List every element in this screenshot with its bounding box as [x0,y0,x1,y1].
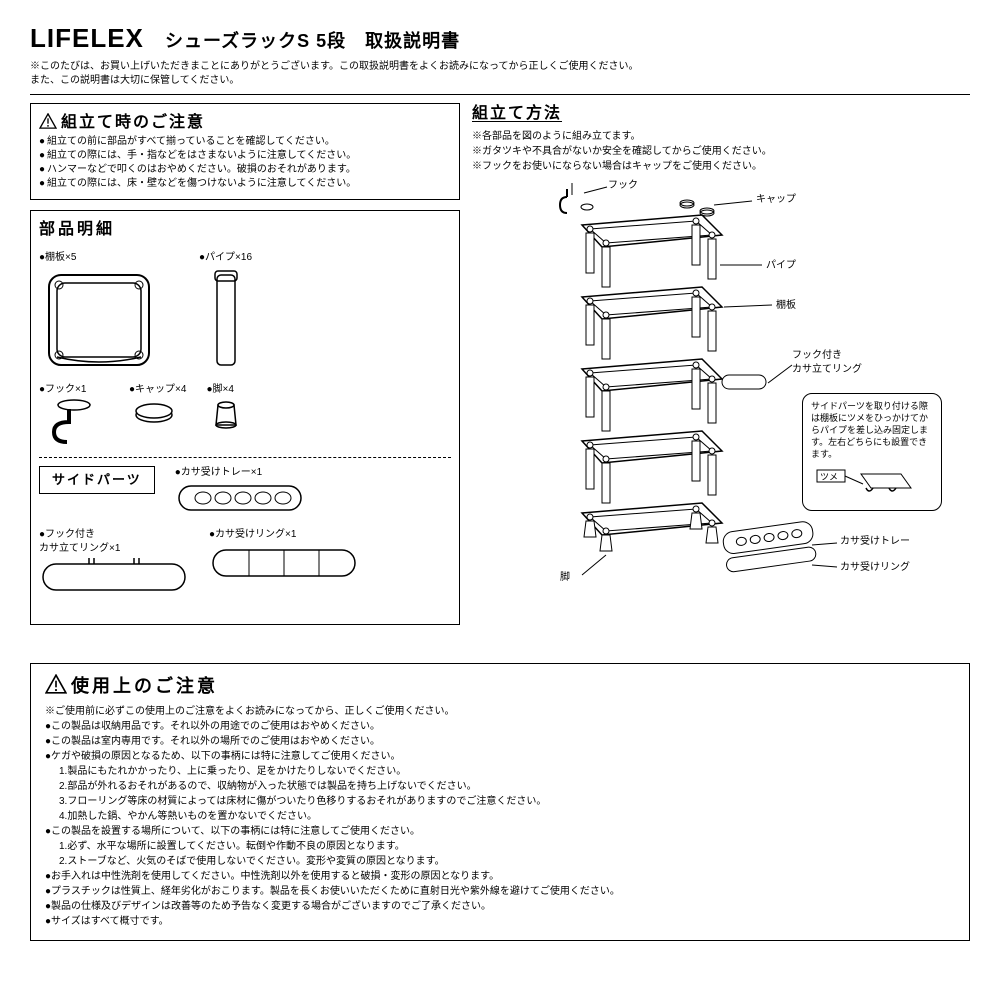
header: LIFELEX シューズラックS 5段 取扱説明書 ※このたびは、お買い上げいた… [30,20,970,95]
usage-line: この製品は室内専用です。それ以外の場所でのご使用はおやめください。 [45,735,955,749]
part-cap: キャップ×4 [129,383,186,437]
part-shelf-label: 棚板×5 [39,251,159,265]
label-ring: カサ受けリング [840,561,910,575]
part-tray-label: カサ受けトレー×1 [175,466,305,480]
usage-line: この製品は収納用品です。それ以外の用途でのご使用はおやめください。 [45,720,955,734]
part-hook-label: フック×1 [39,383,109,397]
assembly-note: ※各部品を図のように組み立てます。 [472,130,970,144]
usage-line: 2.ストーブなど、火気のそばで使用しないでください。変形や変質の原因となります。 [45,855,955,869]
part-ring-hook: フック付き カサ立てリング×1 [39,528,189,596]
usage-line: この製品を設置する場所について、以下の事柄には特に注意してご使用ください。 [45,825,955,839]
product-title: シューズラックS 5段 取扱説明書 [165,29,460,54]
svg-text:ツメ: ツメ [820,472,838,482]
brand-logo: LIFELEX [30,20,144,56]
side-install-text: サイドパーツを取り付ける際は棚板にツメをひっかけてからパイプを差し込み固定します… [811,401,928,460]
part-ring-label: カサ受けリング×1 [209,528,359,542]
label-tray: カサ受けトレー [840,535,910,549]
intro-line-1: ※このたびは、お買い上げいただきまことにありがとうございます。この取扱説明書をよ… [30,60,970,74]
tray-icon [175,480,305,518]
ring-hook-icon [39,556,189,596]
part-leg-label: 脚×4 [206,383,246,397]
usage-lead: ※ご使用前に必ずこの使用上のご注意をよくお読みになってから、正しくご使用ください… [45,705,955,719]
leg-icon [206,397,246,437]
parts-title: 部品明細 [39,219,115,241]
usage-caution-box: 使用上のご注意 ※ご使用前に必ずこの使用上のご注意をよくお読みになってから、正し… [30,663,970,941]
intro-text: ※このたびは、お買い上げいただきまことにありがとうございます。この取扱説明書をよ… [30,60,970,95]
part-shelf: 棚板×5 [39,251,159,375]
part-hook: フック×1 [39,383,109,447]
warning-icon [45,674,67,694]
ring-icon [209,542,359,582]
assembly-note: ※ガタツキや不具合がないか安全を確認してからご使用ください。 [472,145,970,159]
label-leg: 脚 [560,571,570,585]
usage-line: 1.必ず、水平な場所に設置してください。転倒や作動不良の原因となります。 [45,840,955,854]
part-ring: カサ受けリング×1 [209,528,359,596]
assembly-caution-list: 組立ての前に部品がすべて揃っていることを確認してください。 組立ての際には、手・… [39,135,451,191]
usage-line: 2.部品が外れるおそれがあるので、収納物が入った状態では製品を持ち上げないでくだ… [45,780,955,794]
usage-line: サイズはすべて概寸です。 [45,915,955,929]
part-pipe: パイプ×16 [199,251,252,375]
part-tray: カサ受けトレー×1 [175,466,305,518]
assembly-caution-title-text: 組立て時のご注意 [61,114,205,131]
part-ring-hook-label: フック付き カサ立てリング×1 [39,528,189,556]
tsume-icon: ツメ [811,464,931,504]
caution-item: 組立ての際には、床・壁などを傷つけないように注意してください。 [39,177,451,191]
cap-icon [129,397,179,437]
usage-line: お手入れは中性洗剤を使用してください。中性洗剤以外を使用すると破損・変形の原因と… [45,870,955,884]
assembly-caution-title: 組立て時のご注意 [39,112,451,134]
label-hook-ring: フック付き カサ立てリング [792,349,862,377]
usage-line: プラスチックは性質上、経年劣化がおこります。製品を長くお使いいただくために直射日… [45,885,955,899]
usage-title: 使用上のご注意 [45,674,955,699]
usage-line: ケガや破損の原因となるため、以下の事柄には特に注意してご使用ください。 [45,750,955,764]
assembly-caution-box: 組立て時のご注意 組立ての前に部品がすべて揃っていることを確認してください。 組… [30,103,460,199]
assembly-diagram: フック キャップ パイプ 棚板 フック付き カサ立てリング 脚 カサ受けトレー … [472,175,970,655]
caution-item: 組立ての前に部品がすべて揃っていることを確認してください。 [39,135,451,149]
assembly-notes: ※各部品を図のように組み立てます。 ※ガタツキや不具合がないか安全を確認してから… [472,130,970,174]
assembly-note: ※フックをお使いにならない場合はキャップをご使用ください。 [472,160,970,174]
assembly-title: 組立て方法 [472,103,970,125]
usage-line: 1.製品にもたれかかったり、上に乗ったり、足をかけたりしないでください。 [45,765,955,779]
label-cap: キャップ [756,193,796,207]
warning-icon [39,113,57,129]
intro-line-2: また、この説明書は大切に保管してください。 [30,74,970,88]
label-shelf: 棚板 [776,299,796,313]
side-parts-label: サイドパーツ [39,466,155,494]
usage-line: 4.加熱した鍋、やかん等熱いものを置かないでください。 [45,810,955,824]
parts-box: 部品明細 棚板×5 パイプ×16 [30,210,460,625]
usage-line: 製品の仕様及びデザインは改善等のため予告なく変更する場合がございますのでご了承く… [45,900,955,914]
part-pipe-label: パイプ×16 [199,251,252,265]
usage-title-text: 使用上のご注意 [71,676,218,696]
shelf-icon [39,265,159,375]
caution-item: 組立ての際には、手・指などをはさまないように注意してください。 [39,149,451,163]
hook-icon [39,397,109,447]
part-cap-label: キャップ×4 [129,383,186,397]
side-install-note: サイドパーツを取り付ける際は棚板にツメをひっかけてからパイプを差し込み固定します… [802,393,942,512]
pipe-icon [199,265,249,375]
usage-list: ※ご使用前に必ずこの使用上のご注意をよくお読みになってから、正しくご使用ください… [45,705,955,929]
caution-item: ハンマーなどで叩くのはおやめください。破損のおそれがあります。 [39,163,451,177]
usage-line: 3.フローリング等床の材質によっては床材に傷がついたり色移りするおそれがあります… [45,795,955,809]
label-pipe: パイプ [766,259,796,273]
part-leg: 脚×4 [206,383,246,437]
label-hook: フック [608,179,638,193]
